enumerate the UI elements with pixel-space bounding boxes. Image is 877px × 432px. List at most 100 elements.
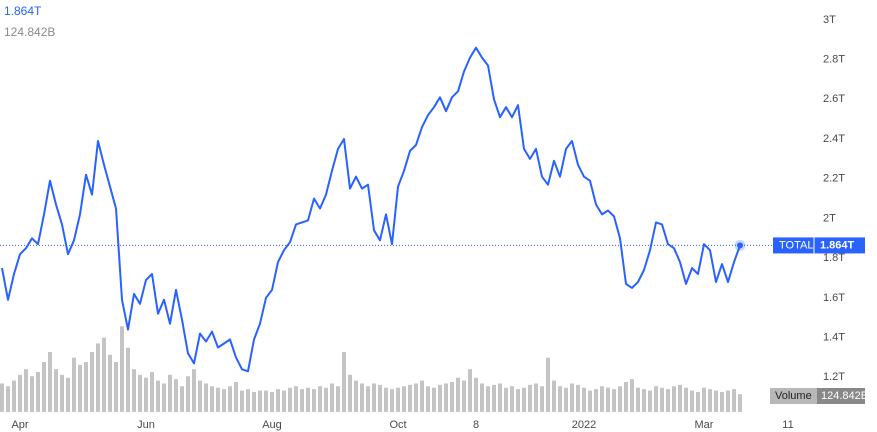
volume-bar	[564, 387, 568, 412]
x-tick-label: 2022	[572, 419, 596, 431]
volume-bar	[174, 379, 178, 412]
volume-bar	[618, 386, 622, 412]
volume-bar	[468, 369, 472, 412]
volume-bar	[228, 386, 232, 412]
volume-bar	[90, 352, 94, 412]
volume-bar	[474, 377, 478, 412]
volume-bar	[186, 376, 190, 412]
volume-bar	[570, 383, 574, 412]
volume-bar	[42, 362, 46, 412]
volume-bar	[552, 380, 556, 412]
volume-bar	[678, 384, 682, 412]
y-tick-label: 1.4T	[823, 331, 845, 343]
volume-bar	[408, 384, 412, 412]
volume-bar	[636, 387, 640, 412]
volume-bar	[216, 387, 220, 412]
y-tick-label: 2.8T	[823, 53, 845, 65]
volume-bar	[270, 392, 274, 412]
volume-bar	[456, 377, 460, 412]
volume-bar	[192, 369, 196, 412]
volume-bar	[600, 386, 604, 412]
last-point	[737, 242, 743, 249]
volume-bar	[366, 386, 370, 412]
volume-bar	[246, 389, 250, 412]
volume-bar	[396, 387, 400, 412]
volume-bar	[12, 380, 16, 412]
volume-bar	[666, 389, 670, 412]
x-tick-label: 8	[473, 419, 479, 431]
volume-bar	[504, 387, 508, 412]
x-tick-label: Aug	[262, 419, 282, 431]
volume-bar	[654, 386, 658, 412]
volume-bar	[402, 386, 406, 412]
volume-bar	[606, 387, 610, 412]
volume-bar	[288, 387, 292, 412]
volume-bar	[240, 390, 244, 412]
volume-bar	[126, 347, 130, 412]
volume-bar	[354, 380, 358, 412]
volume-bar	[282, 390, 286, 412]
volume-bar	[648, 390, 652, 412]
volume-bar	[708, 389, 712, 412]
volume-bar	[720, 392, 724, 412]
volume-bar	[72, 357, 76, 412]
volume-bar	[690, 390, 694, 412]
volume-bar	[18, 374, 22, 412]
volume-bar	[312, 389, 316, 412]
volume-bar	[696, 392, 700, 412]
y-tick-label: 2.2T	[823, 173, 845, 185]
volume-bar	[318, 386, 322, 412]
volume-bar	[84, 362, 88, 412]
volume-bar	[462, 380, 466, 412]
volume-bar	[150, 372, 154, 412]
volume-bar	[204, 383, 208, 412]
volume-bar	[96, 343, 100, 412]
y-tick-label: 2T	[823, 212, 836, 224]
volume-bar	[348, 374, 352, 412]
volume-bar	[534, 383, 538, 412]
volume-bar	[444, 383, 448, 412]
volume-bar	[450, 382, 454, 412]
volume-bar	[108, 354, 112, 412]
volume-bar	[234, 382, 238, 412]
volume-bar	[732, 389, 736, 412]
volume-bar	[180, 386, 184, 412]
series-badge-name: TOTAL	[779, 239, 813, 251]
volume-bar	[546, 357, 550, 412]
volume-bar	[360, 383, 364, 412]
volume-bar	[144, 377, 148, 412]
volume-bar	[294, 386, 298, 412]
volume-bar	[276, 389, 280, 412]
volume-bar	[102, 337, 106, 412]
volume-bar	[594, 389, 598, 412]
volume-bar	[492, 384, 496, 412]
volume-bar	[138, 374, 142, 412]
x-tick-label: Jun	[137, 419, 155, 431]
volume-bar	[480, 383, 484, 412]
volume-bar	[516, 389, 520, 412]
volume-bar	[24, 369, 28, 412]
volume-bar	[66, 377, 70, 412]
volume-bar	[414, 383, 418, 412]
volume-bar	[30, 376, 34, 412]
volume-bar	[528, 384, 532, 412]
volume-bar	[54, 369, 58, 412]
volume-bar	[156, 380, 160, 412]
volume-badge-value: 124.842B	[821, 390, 868, 402]
volume-bar	[486, 386, 490, 412]
volume-bar	[426, 386, 430, 412]
volume-badge-name: Volume	[775, 390, 812, 402]
volume-bar	[168, 374, 172, 412]
volume-badge-value-bg	[817, 388, 865, 404]
volume-bar	[684, 387, 688, 412]
series-badge-value: 1.864T	[820, 239, 855, 251]
volume-bar	[432, 387, 436, 412]
volume-bar	[384, 387, 388, 412]
volume-bar	[60, 374, 64, 412]
price-line	[1, 46, 741, 373]
volume-bar	[702, 387, 706, 412]
volume-bar	[576, 384, 580, 412]
x-tick-label: Mar	[695, 419, 714, 431]
volume-bar	[612, 389, 616, 412]
volume-bar	[642, 389, 646, 412]
